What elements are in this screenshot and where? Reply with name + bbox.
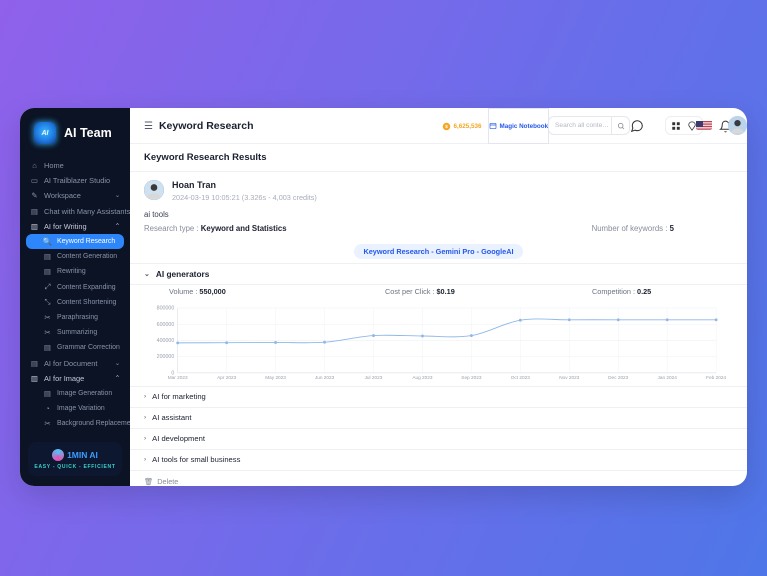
svg-text:600000: 600000	[157, 322, 175, 328]
svg-text:800000: 800000	[157, 306, 175, 312]
svg-text:Sep 2023: Sep 2023	[461, 375, 482, 380]
svg-text:400000: 400000	[157, 338, 175, 344]
svg-text:Jan 2024: Jan 2024	[657, 375, 677, 380]
svg-text:Jun 2023: Jun 2023	[315, 375, 335, 380]
svg-text:Apr 2023: Apr 2023	[217, 375, 236, 380]
svg-text:May 2023: May 2023	[265, 375, 286, 380]
svg-text:Feb 2024: Feb 2024	[706, 375, 726, 380]
svg-text:Mar 2023: Mar 2023	[168, 375, 188, 380]
svg-text:Nov 2023: Nov 2023	[559, 375, 580, 380]
svg-text:Jul 2023: Jul 2023	[365, 375, 383, 380]
svg-text:Dec 2023: Dec 2023	[608, 375, 629, 380]
svg-text:Oct 2023: Oct 2023	[511, 375, 530, 380]
svg-text:200000: 200000	[157, 354, 175, 360]
svg-text:Aug 2023: Aug 2023	[412, 375, 433, 380]
